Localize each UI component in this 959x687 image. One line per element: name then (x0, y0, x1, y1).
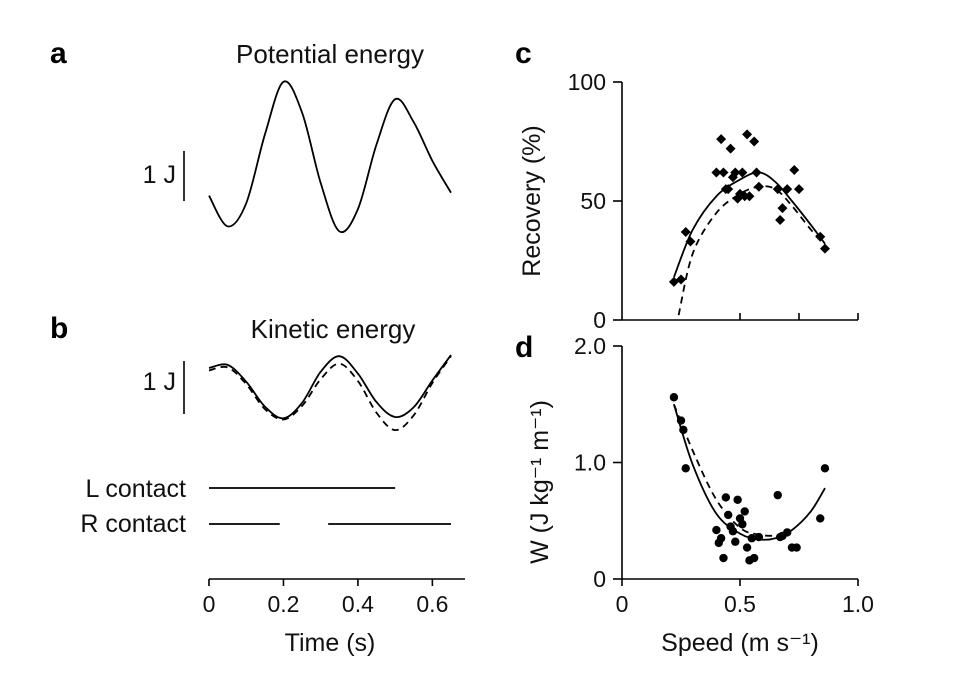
panel-c-data-point (751, 167, 762, 178)
panel-c-data-point (775, 215, 786, 226)
panel-c-data-point (772, 184, 783, 195)
panel-d-y-tick-label: 2.0 (574, 333, 606, 359)
panel-d-x-label: Speed (m s⁻¹) (661, 629, 819, 657)
panel-d-data-point (738, 520, 747, 529)
panel-d-data-point (681, 464, 690, 473)
panel-d-y-tick-label: 1.0 (574, 450, 606, 476)
panel-d-data-point (676, 416, 686, 425)
panel-c-y-tick-label: 100 (568, 69, 606, 95)
panel-d-y-ticks: 0 1.0 2.0 (574, 333, 622, 592)
panel-c-data-point (794, 184, 804, 195)
panel-d-data-point (712, 525, 721, 535)
panel-letter-d: d (515, 331, 533, 364)
panel-letter-b: b (50, 312, 68, 345)
contact-bars (209, 487, 451, 525)
panel-d-data-point (749, 553, 759, 563)
panel-c-data-point (749, 136, 760, 147)
panel-letter-a: a (50, 37, 67, 70)
panel-d-data-point (733, 495, 742, 504)
l-contact-label: L contact (85, 475, 186, 503)
kinetic-energy-curve-solid (208, 354, 452, 420)
r-contact-label: R contact (80, 510, 186, 538)
time-tick-label: 0.4 (342, 591, 374, 617)
panel-c-data-point (676, 274, 686, 285)
panel-d-data-point (820, 464, 830, 473)
panel-d-data-point (742, 543, 752, 552)
panel-d-y-label: W (J kg⁻¹ m⁻¹) (526, 400, 554, 564)
panel-c-data-point (815, 231, 826, 242)
panel-c-data-point (737, 167, 748, 178)
panel-c-data-point (819, 243, 830, 254)
panel-d-x-ticks: 0 0.5 1.0 (616, 579, 874, 617)
panel-c-data-point (753, 181, 764, 192)
panel-d-y-tick-label: 0 (593, 566, 606, 592)
panel-d-data-point (728, 527, 738, 536)
panel-c-data-point (744, 191, 755, 202)
panel-d-data-point (816, 514, 825, 523)
panel-d-data-point (669, 393, 679, 402)
panel-d-x-tick-label: 0 (616, 591, 629, 617)
panel-a-title: Potential energy (236, 39, 424, 69)
panel-d-data-point (740, 507, 749, 516)
panel-d-data-point (783, 528, 792, 537)
panel-c-data-point (742, 129, 753, 140)
panel-c-y-label: Recovery (%) (518, 125, 546, 276)
panel-d-data-point (747, 534, 756, 543)
panel-c-x-ticks (739, 313, 859, 320)
panel-c-data-point (716, 134, 727, 145)
kinetic-energy-curve-dashed (208, 355, 452, 431)
potential-energy-curve (208, 80, 452, 234)
panel-d-points (669, 393, 830, 565)
panel-c-y-tick-label: 50 (580, 188, 606, 214)
panel-b-scale-label: 1 J (143, 368, 176, 396)
panel-d-data-point (719, 553, 728, 563)
time-tick-label: 0 (203, 591, 216, 617)
panel-c-data-point (725, 143, 736, 154)
panel-d-data-point (724, 510, 733, 520)
time-axis-ticks: 0 0.2 0.4 0.6 (203, 579, 448, 617)
panel-d-data-point (731, 537, 740, 546)
panel-a-scale-label: 1 J (143, 161, 176, 189)
panel-d-data-point (721, 493, 731, 502)
panel-c-data-point (711, 167, 722, 178)
panel-d-data-point (792, 543, 801, 552)
panel-b-title: Kinetic energy (251, 314, 416, 344)
panel-c-data-point (789, 165, 800, 176)
panel-c-data-point (777, 203, 788, 214)
time-tick-label: 0.6 (416, 591, 448, 617)
panel-letter-c: c (515, 37, 532, 70)
panel-d-x-tick-label: 1.0 (842, 591, 874, 617)
panel-d-fit-solid (673, 404, 826, 541)
panel-c-data-point (730, 167, 741, 178)
panel-d-data-point (716, 534, 726, 543)
time-tick-label: 0.2 (267, 591, 299, 617)
panel-d-data-point (679, 425, 688, 435)
panel-d-data-point (754, 532, 764, 542)
panel-c-data-point (680, 226, 691, 237)
panel-c-data-point (782, 184, 793, 195)
panel-c-fit-dashed (677, 185, 826, 316)
panel-c-y-ticks: 0 50 100 (568, 69, 622, 333)
panel-d-data-point (773, 490, 782, 500)
panel-c-y-tick-label: 0 (593, 307, 606, 333)
panel-d-x-tick-label: 0.5 (724, 591, 756, 617)
panel-c-data-point (685, 236, 696, 247)
panel-c-data-point (718, 167, 729, 178)
panel-c-points (668, 129, 830, 287)
panel-c-data-point (723, 184, 734, 195)
time-axis-label: Time (s) (285, 629, 376, 657)
